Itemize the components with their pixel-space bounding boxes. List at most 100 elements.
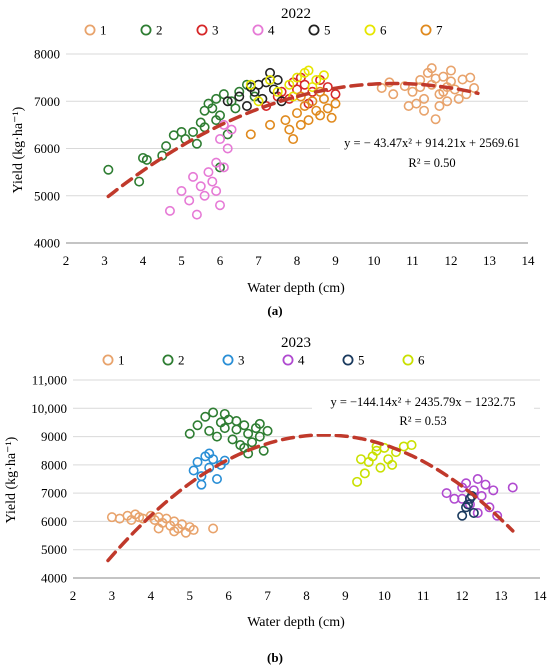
data-point-series-6 — [355, 454, 366, 465]
data-point-series-1 — [169, 526, 180, 537]
legend-marker-2 — [140, 24, 152, 36]
data-point-series-2 — [239, 442, 250, 453]
data-point-series-4 — [188, 171, 199, 182]
y-tick-label: 8000 — [41, 457, 67, 472]
legend-label-4: 4 — [298, 353, 305, 368]
data-point-series-4 — [211, 157, 222, 168]
regression-equation: y = −144.14x² + 2435.79x − 1232.75 — [330, 395, 515, 409]
data-point-series-2 — [239, 420, 250, 431]
data-point-series-1 — [430, 114, 441, 125]
equation-box: y = − 43.47x² + 914.21x + 2569.61 R² = 0… — [330, 131, 538, 175]
data-point-series-4 — [203, 167, 214, 178]
data-point-series-2 — [227, 434, 238, 445]
data-point-series-3 — [188, 465, 199, 476]
data-point-series-4 — [472, 473, 483, 484]
y-tick-label: 6000 — [34, 141, 60, 156]
x-tick-label: 12 — [456, 588, 469, 603]
data-point-series-2 — [211, 93, 222, 104]
data-point-series-1 — [403, 100, 414, 111]
data-point-series-3 — [330, 89, 341, 100]
data-point-series-4 — [215, 134, 226, 145]
data-point-series-6 — [265, 74, 276, 85]
data-point-series-6 — [253, 96, 264, 107]
x-tick-label: 9 — [342, 588, 349, 603]
data-point-series-2 — [200, 411, 211, 422]
data-point-series-4 — [484, 502, 495, 513]
legend-marker-4 — [252, 24, 264, 36]
data-point-series-5 — [468, 507, 479, 518]
data-point-series-7 — [330, 98, 341, 109]
data-point-series-1 — [426, 63, 437, 74]
data-point-series-5 — [463, 499, 474, 510]
legend-marker-4 — [282, 354, 294, 366]
data-point-series-1 — [445, 76, 456, 87]
legend-marker-3 — [196, 24, 208, 36]
data-point-series-4 — [441, 488, 452, 499]
y-tick-label: 7000 — [41, 486, 67, 501]
data-point-series-6 — [272, 86, 283, 97]
data-point-series-6 — [318, 70, 329, 81]
legend-label-1: 1 — [100, 23, 107, 38]
data-point-series-2 — [234, 86, 245, 97]
data-point-series-2 — [208, 407, 219, 418]
data-point-series-3 — [204, 448, 215, 459]
panel-caption: (a) — [267, 303, 282, 318]
data-point-series-4 — [492, 510, 503, 521]
data-point-series-4 — [507, 482, 518, 493]
data-point-series-1 — [407, 86, 418, 97]
data-point-series-2 — [258, 445, 269, 456]
data-point-series-1 — [438, 71, 449, 82]
legend-label-5: 5 — [358, 353, 365, 368]
trendline — [106, 433, 515, 563]
x-tick-label: 11 — [406, 253, 419, 268]
x-tick-label: 5 — [178, 253, 185, 268]
data-point-series-2 — [243, 428, 254, 439]
y-tick-label: 8000 — [34, 47, 60, 62]
y-axis-label: Yield (kg·ha⁻¹) — [4, 436, 19, 523]
data-point-series-2 — [184, 428, 195, 439]
data-point-series-7 — [295, 119, 306, 130]
data-point-series-5 — [241, 100, 252, 111]
data-point-series-7 — [303, 115, 314, 126]
data-point-series-2 — [191, 138, 202, 149]
data-point-series-1 — [415, 82, 426, 93]
x-tick-label: 9 — [332, 253, 339, 268]
data-point-series-4 — [222, 143, 233, 154]
x-tick-label: 3 — [101, 253, 108, 268]
legend-marker-1 — [102, 354, 114, 366]
r-squared: R² = 0.53 — [399, 414, 446, 428]
x-tick-label: 12 — [445, 253, 458, 268]
y-tick-label: 4000 — [34, 236, 60, 251]
x-tick-label: 10 — [368, 253, 381, 268]
data-point-series-2 — [192, 420, 203, 431]
y-tick-labels: 4000 5000 6000 7000 8000 — [34, 47, 60, 251]
data-point-series-4 — [215, 200, 226, 211]
x-tick-label: 13 — [495, 588, 508, 603]
legend-label-3: 3 — [238, 353, 245, 368]
data-point-series-1 — [442, 96, 453, 107]
r-squared: R² = 0.50 — [408, 156, 455, 170]
chart-title: 2023 — [281, 335, 311, 351]
data-point-series-2 — [254, 418, 265, 429]
data-point-series-7 — [315, 110, 326, 121]
legend-marker-1 — [84, 24, 96, 36]
data-point-series-3 — [196, 479, 207, 490]
data-point-series-2 — [254, 431, 265, 442]
data-point-series-4 — [195, 181, 206, 192]
data-point-series-7 — [280, 115, 291, 126]
data-point-series-1 — [376, 83, 387, 94]
legend-marker-6 — [364, 24, 376, 36]
data-point-series-4 — [164, 205, 175, 216]
data-point-series-6 — [303, 65, 314, 76]
data-point-series-3 — [322, 82, 333, 93]
equation-box: y = −144.14x² + 2435.79x − 1232.75 R² = … — [312, 392, 534, 434]
data-point-series-6 — [359, 468, 370, 479]
data-point-series-4 — [207, 176, 218, 187]
data-point-series-4 — [211, 186, 222, 197]
x-tick-label: 2 — [70, 588, 77, 603]
data-point-series-5 — [265, 67, 276, 78]
data-point-series-7 — [284, 124, 295, 135]
data-point-series-2 — [211, 115, 222, 126]
data-point-series-6 — [284, 79, 295, 90]
